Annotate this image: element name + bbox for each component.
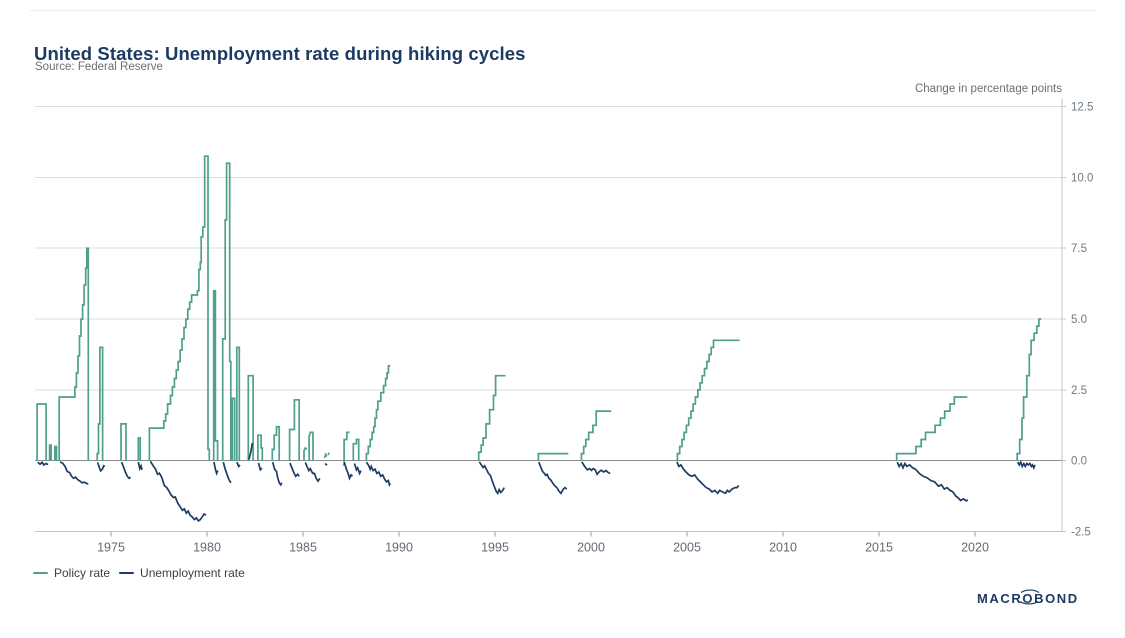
chart-legend: Policy rate Unemployment rate (33, 566, 245, 580)
svg-text:-2.5: -2.5 (1071, 527, 1091, 539)
svg-text:12.5: 12.5 (1071, 102, 1093, 114)
page-title: United States: Unemployment rate during … (34, 43, 526, 65)
svg-text:2015: 2015 (865, 541, 893, 555)
logo-bottom-arc (1019, 600, 1039, 605)
svg-text:1980: 1980 (193, 541, 221, 555)
y-axis-unit-label: Change in percentage points (914, 83, 1062, 95)
top-divider (30, 10, 1095, 11)
legend-item-unemployment-rate: Unemployment rate (119, 566, 245, 580)
svg-text:1985: 1985 (289, 541, 317, 555)
macrobond-logo: MACROBOND (977, 589, 1079, 606)
legend-label: Unemployment rate (140, 566, 245, 580)
unemployment-rate-line-swatch (119, 571, 135, 575)
svg-text:2010: 2010 (769, 541, 797, 555)
svg-text:2.5: 2.5 (1071, 385, 1087, 397)
source-label: Source: Federal Reserve (35, 61, 163, 73)
svg-text:1990: 1990 (385, 541, 413, 555)
policy-rate-line-swatch (33, 571, 48, 575)
svg-text:2000: 2000 (577, 541, 605, 555)
legend-item-policy-rate: Policy rate (33, 566, 110, 580)
svg-text:10.0: 10.0 (1071, 172, 1093, 184)
macrobond-logo-text: MACROBOND (977, 591, 1079, 606)
svg-text:1995: 1995 (481, 541, 509, 555)
svg-text:0.0: 0.0 (1071, 456, 1087, 468)
svg-text:2005: 2005 (673, 541, 701, 555)
logo-top-arc (1020, 589, 1040, 594)
svg-text:7.5: 7.5 (1071, 243, 1087, 255)
svg-text:5.0: 5.0 (1071, 314, 1087, 326)
svg-text:2020: 2020 (961, 541, 989, 555)
legend-label: Policy rate (54, 566, 111, 580)
svg-text:1975: 1975 (97, 541, 125, 555)
